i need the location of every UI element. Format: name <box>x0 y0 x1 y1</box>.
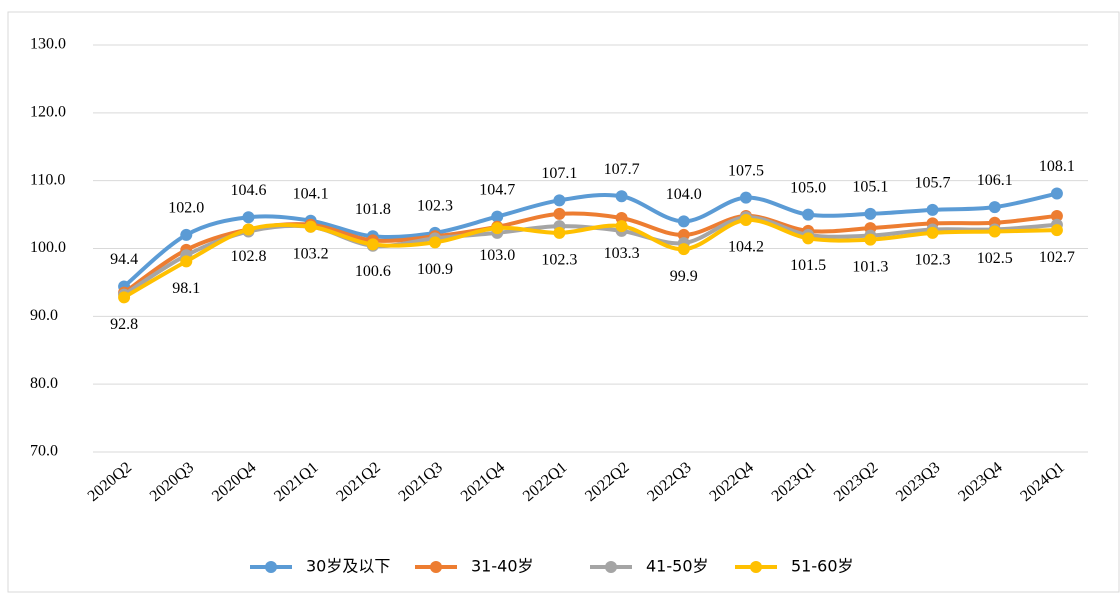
y-tick-label: 90.0 <box>30 307 58 324</box>
legend-label: 31-40岁 <box>471 557 534 576</box>
point <box>553 207 566 220</box>
data-label: 102.0 <box>168 200 204 217</box>
legend-marker <box>605 561 617 573</box>
data-label: 101.3 <box>852 258 888 275</box>
point <box>677 243 690 256</box>
data-label: 99.9 <box>670 268 698 285</box>
point <box>242 211 255 224</box>
data-label: 102.3 <box>915 252 951 269</box>
point <box>802 232 815 245</box>
series-line <box>123 218 1057 300</box>
point <box>926 203 939 216</box>
data-label: 103.0 <box>479 247 515 264</box>
data-label: 94.4 <box>110 251 138 268</box>
y-tick-label: 110.0 <box>30 171 65 188</box>
point <box>864 233 877 246</box>
data-label: 105.0 <box>790 179 826 196</box>
y-tick-label: 100.0 <box>30 239 66 256</box>
data-label: 104.7 <box>479 181 515 198</box>
data-label: 103.3 <box>604 245 640 262</box>
data-label: 98.1 <box>172 280 200 297</box>
data-label: 102.3 <box>417 198 453 215</box>
point <box>677 215 690 228</box>
legend-marker <box>750 561 762 573</box>
data-label: 100.6 <box>355 263 391 280</box>
data-label: 104.1 <box>293 185 329 202</box>
data-label: 106.1 <box>977 172 1013 189</box>
legend-label: 51-60岁 <box>791 557 854 576</box>
data-label: 101.8 <box>355 201 391 218</box>
data-label: 102.5 <box>977 250 1013 267</box>
point <box>491 210 504 223</box>
legend-label: 41-50岁 <box>646 557 709 576</box>
data-label: 92.8 <box>110 316 138 333</box>
data-label: 108.1 <box>1039 158 1075 175</box>
legend-marker <box>265 561 277 573</box>
point <box>802 208 815 221</box>
data-label: 104.6 <box>230 182 266 199</box>
chart-frame <box>7 11 1120 593</box>
data-label: 101.5 <box>790 257 826 274</box>
point <box>553 226 566 239</box>
y-tick-label: 130.0 <box>30 36 66 53</box>
data-label: 105.1 <box>852 179 888 196</box>
point <box>304 220 317 233</box>
point <box>615 190 628 203</box>
y-tick-label: 70.0 <box>30 443 58 460</box>
legend-marker <box>430 561 442 573</box>
point <box>1050 209 1063 222</box>
point <box>739 214 752 227</box>
data-label: 107.5 <box>728 162 764 179</box>
point <box>864 207 877 220</box>
data-label: 107.1 <box>541 165 577 182</box>
point <box>180 255 193 268</box>
point <box>242 223 255 236</box>
point <box>739 191 752 204</box>
point <box>1050 224 1063 237</box>
point <box>118 291 131 304</box>
point <box>926 226 939 239</box>
data-label: 102.7 <box>1039 249 1075 266</box>
data-label: 100.9 <box>417 261 453 278</box>
data-label: 104.0 <box>666 186 702 203</box>
point <box>615 220 628 233</box>
point <box>1050 187 1063 200</box>
point <box>988 225 1001 238</box>
data-label: 102.3 <box>541 252 577 269</box>
data-label: 104.2 <box>728 239 764 256</box>
data-label: 102.8 <box>230 248 266 265</box>
data-label: 103.2 <box>293 245 329 262</box>
legend-label: 30岁及以下 <box>306 557 390 576</box>
point <box>491 222 504 235</box>
y-tick-label: 80.0 <box>30 375 58 392</box>
point <box>429 236 442 249</box>
series-line <box>122 191 1058 289</box>
point <box>988 201 1001 214</box>
data-label: 107.7 <box>604 161 640 178</box>
data-label: 105.7 <box>915 175 951 192</box>
y-tick-label: 120.0 <box>30 104 66 121</box>
point <box>180 228 193 241</box>
point <box>366 238 379 251</box>
point <box>553 194 566 207</box>
